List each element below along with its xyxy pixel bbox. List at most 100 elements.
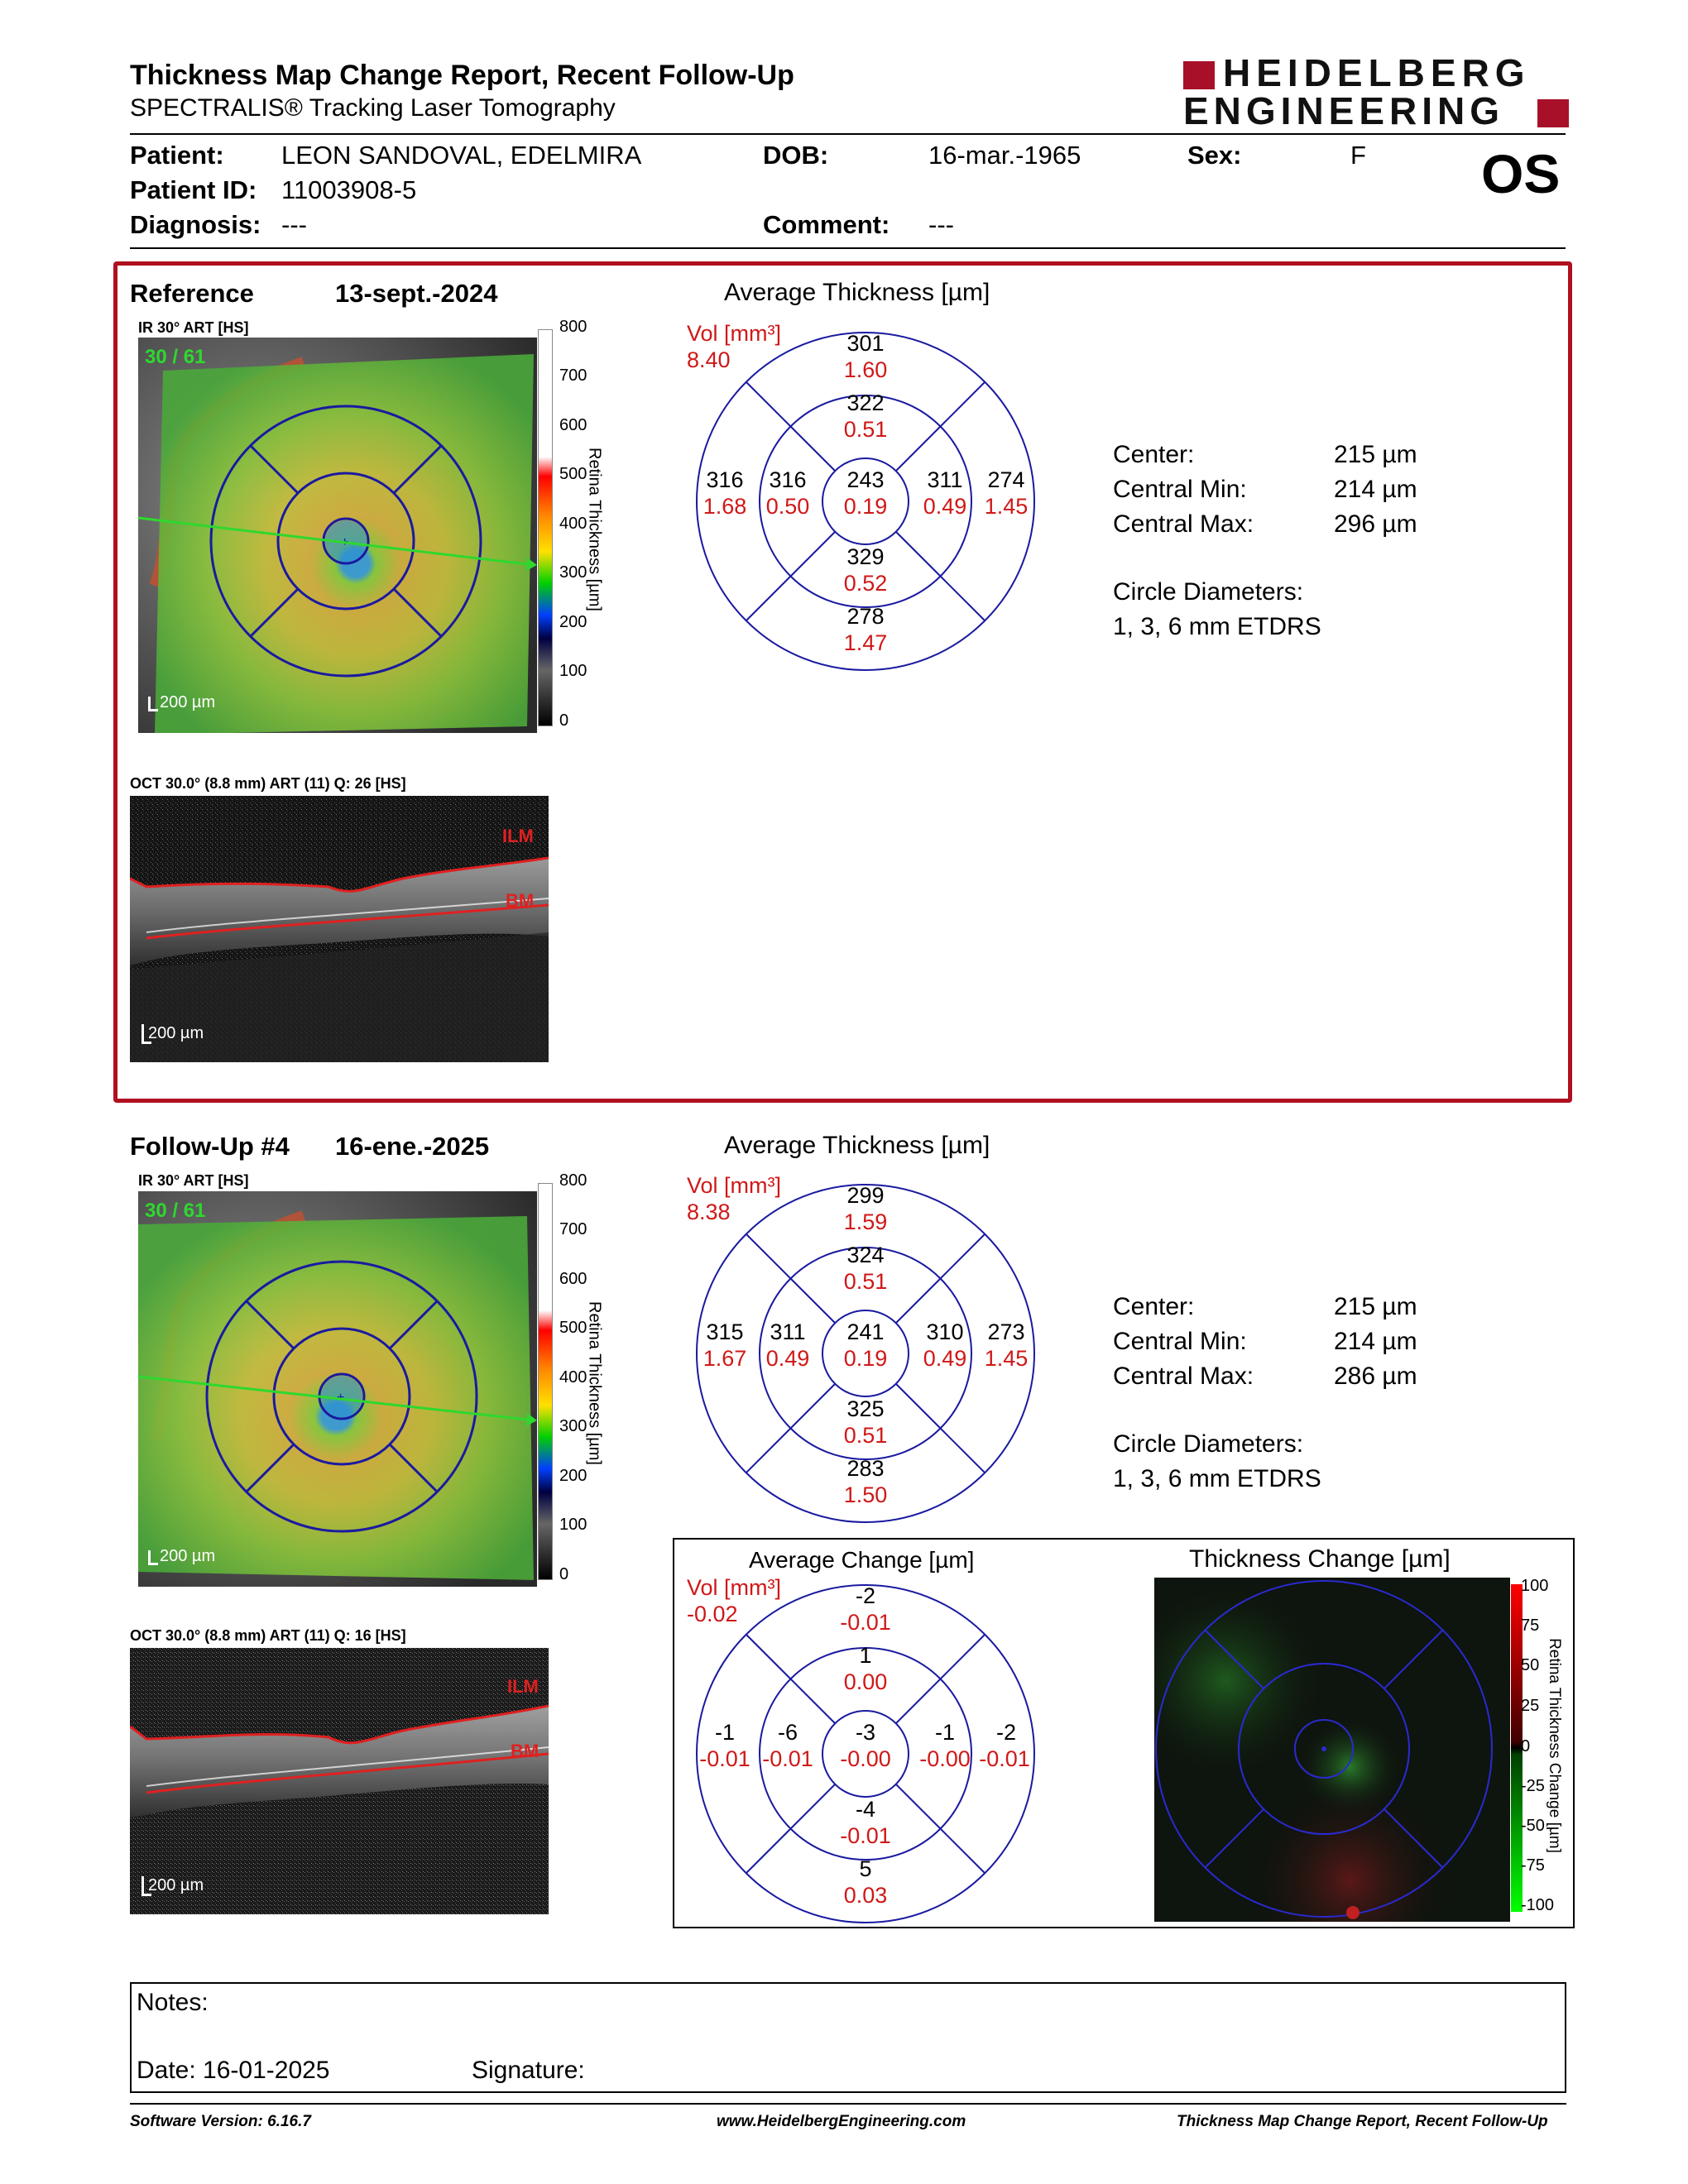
chg-outer-inf-vol: 0.03 — [843, 1883, 888, 1908]
chg-outer-inf-thk: 5 — [859, 1856, 872, 1881]
notes-box[interactable] — [130, 1982, 1566, 2093]
chg-inner-sup-vol: 0.00 — [843, 1669, 888, 1694]
patient-label: Patient: — [130, 141, 224, 170]
ref-oct-scale-bar — [141, 1024, 144, 1044]
fu-outer-temp-vol: 1.67 — [703, 1346, 747, 1371]
dob-value: 16-mar.-1965 — [928, 141, 1081, 170]
fu-grid-values: 299 1.59 324 0.51 315 1.67 311 0.49 241 … — [695, 1183, 1036, 1524]
eye-indicator: OS — [1481, 143, 1561, 204]
ref-tick: 700 — [559, 366, 587, 385]
ref-scale-bar — [148, 697, 151, 711]
ref-outer-inf-thk: 278 — [846, 604, 885, 629]
chg-outer-nasal-thk: -2 — [995, 1720, 1016, 1745]
diagnosis-label: Diagnosis: — [130, 210, 261, 239]
fu-inner-nasal-vol: 0.49 — [923, 1346, 967, 1371]
fu-tick: 200 — [559, 1467, 587, 1485]
fu-outer-nasal-vol: 1.45 — [984, 1346, 1029, 1371]
fu-scale-bar-foot — [148, 1563, 158, 1565]
ref-oct-ilm-label: ILM — [502, 826, 534, 846]
chg-inner-inf-vol: -0.01 — [840, 1823, 891, 1848]
svg-text:+: + — [337, 1391, 344, 1405]
footer-rule — [130, 2103, 1566, 2105]
patient-id-label: Patient ID: — [130, 175, 257, 204]
ref-colorbar-ticks: 800 700 600 500 400 300 200 100 0 — [559, 318, 609, 738]
ref-inner-nasal-thk: 311 — [927, 467, 963, 492]
report-subtitle: SPECTRALIS® Tracking Laser Tomography — [130, 94, 616, 122]
patient-name: LEON SANDOVAL, EDELMIRA — [281, 141, 642, 170]
fu-tick: 600 — [559, 1270, 587, 1288]
fu-inner-temp-thk: 311 — [770, 1320, 806, 1344]
ref-oct-scale-text: 200 µm — [148, 1024, 204, 1042]
ref-outer-sup-vol: 1.60 — [843, 357, 888, 382]
fu-scale-bar — [148, 1550, 151, 1565]
chg-tick: -50 — [1521, 1817, 1545, 1835]
chg-inner-inf-thk: -4 — [855, 1797, 875, 1822]
fu-etdrs-grid-lines — [696, 1184, 1035, 1523]
fu-outer-temp-thk: 315 — [706, 1320, 744, 1344]
comment-label: Comment: — [763, 210, 890, 239]
chg-inner-nasal-thk: -1 — [934, 1720, 955, 1745]
sex-label: Sex: — [1187, 141, 1242, 170]
fu-colorbar-ticks: 800 700 600 500 400 300 200 100 0 — [559, 1171, 609, 1592]
chg-tick: -75 — [1521, 1856, 1545, 1875]
fu-oct-scale-bar-foot — [141, 1894, 151, 1896]
header-rule-top — [130, 133, 1566, 135]
chg-outer-temp-vol: -0.01 — [699, 1746, 750, 1771]
ref-ir-caption: IR 30° ART [HS] — [138, 319, 249, 336]
patient-id: 11003908-5 — [281, 175, 417, 204]
followup-date: 16-ene.-2025 — [335, 1132, 490, 1161]
chg-outer-sup-thk: -2 — [855, 1583, 875, 1608]
ref-tick: 400 — [559, 515, 587, 533]
ref-scale-bar-foot — [148, 709, 158, 711]
chg-inner-temp-vol: -0.01 — [762, 1746, 813, 1771]
fu-scale-text: 200 µm — [160, 1547, 216, 1565]
chg-tick: 75 — [1521, 1616, 1540, 1635]
diagnosis-value: --- — [281, 210, 307, 239]
notes-label: Notes: — [137, 1989, 209, 2016]
ref-colorbar — [538, 329, 553, 726]
ref-inner-sup-thk: 322 — [846, 390, 885, 415]
ref-stat-label: Central Max: — [1113, 510, 1254, 538]
ref-oct-scale-bar-foot — [141, 1042, 151, 1044]
ref-scale-text: 200 µm — [160, 693, 216, 711]
ref-diam-value: 1, 3, 6 mm ETDRS — [1113, 613, 1321, 640]
ref-inner-inf-vol: 0.52 — [843, 571, 888, 596]
ref-tick: 500 — [559, 465, 587, 483]
fu-ir-overlay: 30 / 61 — [145, 1200, 206, 1222]
footer-report-name: Thickness Map Change Report, Recent Foll… — [1177, 2113, 1548, 2130]
fu-center-vol: 0.19 — [843, 1346, 888, 1371]
ref-inner-nasal-vol: 0.49 — [923, 494, 967, 519]
fu-oct-bscan: ILM BM 200 µm — [130, 1648, 549, 1914]
fu-stat-value: 215 µm — [1334, 1293, 1417, 1320]
ref-center-vol: 0.19 — [843, 494, 888, 519]
ref-grid-values: 301 1.60 322 0.51 316 1.68 316 0.50 243 … — [695, 331, 1036, 672]
fu-stat-label: Center: — [1113, 1293, 1195, 1320]
footer-url[interactable]: www.HeidelbergEngineering.com — [717, 2113, 966, 2130]
ref-outer-nasal-thk: 274 — [987, 467, 1025, 492]
thickness-change-map — [1154, 1578, 1510, 1922]
fu-oct-scale-text: 200 µm — [148, 1876, 204, 1894]
fu-grid-title: Average Thickness [µm] — [724, 1132, 990, 1159]
ref-vol-value: 8.40 — [687, 347, 731, 372]
change-grid-title: Average Change [µm] — [749, 1547, 975, 1573]
change-colorbar-title: Retina Thickness Change [µm] — [1546, 1638, 1563, 1853]
chg-tick: 50 — [1521, 1656, 1540, 1674]
fu-outer-sup-vol: 1.59 — [843, 1209, 888, 1234]
ref-etdrs-grid — [695, 331, 1036, 672]
reference-label: Reference — [130, 279, 254, 308]
ref-inner-sup-vol: 0.51 — [843, 417, 888, 442]
footer-software: Software Version: 6.16.7 — [130, 2113, 311, 2130]
fu-tick: 0 — [559, 1565, 569, 1583]
ref-stat-value: 215 µm — [1334, 441, 1417, 468]
reference-frame — [113, 261, 1572, 1103]
ref-stat-label: Center: — [1113, 441, 1195, 468]
fu-stat-value: 286 µm — [1334, 1363, 1417, 1390]
fu-inner-inf-vol: 0.51 — [843, 1423, 888, 1448]
fu-diam-value: 1, 3, 6 mm ETDRS — [1113, 1465, 1321, 1492]
report-title: Thickness Map Change Report, Recent Foll… — [130, 60, 794, 91]
logo-text-line2: ENGINEERING — [1183, 89, 1505, 132]
fu-colorbar — [538, 1183, 553, 1580]
change-vol-label: Vol [mm³] — [687, 1575, 782, 1600]
notes-date: Date: 16-01-2025 — [137, 2057, 330, 2084]
dob-label: DOB: — [763, 141, 829, 170]
